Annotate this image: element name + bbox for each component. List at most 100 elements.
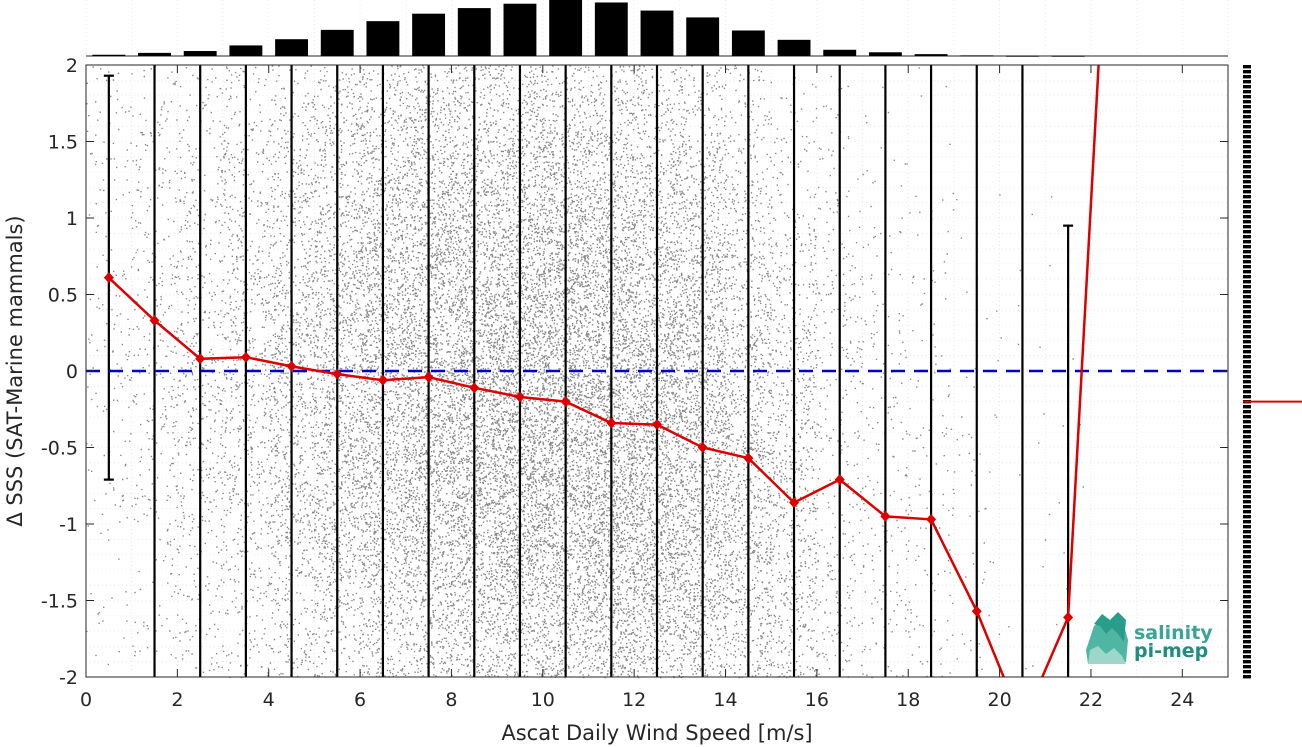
y-axis-label: Δ SSS (SAT-Marine mammals)	[3, 215, 27, 526]
right-hist-bar	[1243, 130, 1251, 134]
right-hist-bar	[1243, 560, 1251, 564]
x-tick-label: 4	[263, 689, 275, 711]
right-hist-bar	[1243, 385, 1251, 389]
right-hist-bar	[1243, 455, 1251, 459]
median-point	[697, 442, 708, 453]
right-hist-bar	[1243, 315, 1251, 319]
right-hist-bar	[1243, 445, 1251, 449]
right-hist-bar	[1243, 280, 1251, 284]
right-hist-bar	[1243, 305, 1251, 309]
right-hist-bar	[1243, 440, 1251, 444]
right-hist-bar	[1243, 275, 1251, 279]
top-hist-bar	[1051, 55, 1085, 57]
y-tick-label: -2	[59, 667, 78, 689]
right-hist-bar	[1243, 665, 1251, 669]
salinity-pi-mep-logo: salinity pi-mep	[1086, 612, 1213, 664]
right-hist-bar	[1243, 610, 1251, 614]
right-hist-bar	[1243, 595, 1251, 599]
right-hist-bar	[1243, 150, 1251, 154]
median-point	[469, 382, 480, 394]
top-hist-bar	[868, 52, 902, 56]
right-hist-bar	[1243, 460, 1251, 464]
right-histogram	[1243, 65, 1302, 679]
right-hist-bar	[1243, 410, 1251, 414]
top-hist-bar	[960, 55, 994, 57]
top-hist-bar	[823, 49, 857, 56]
right-hist-bar	[1243, 285, 1251, 289]
right-hist-bar	[1243, 580, 1251, 584]
right-hist-bar	[1243, 570, 1251, 574]
right-hist-bar	[1243, 565, 1251, 569]
x-tick-label: 18	[896, 689, 920, 711]
x-tick-label: 22	[1079, 689, 1103, 711]
right-hist-bar	[1243, 185, 1251, 189]
right-hist-bar	[1243, 415, 1251, 419]
right-hist-bar	[1243, 585, 1251, 589]
median-point	[971, 605, 982, 617]
right-hist-bar	[1243, 590, 1251, 594]
right-hist-bar	[1243, 195, 1251, 199]
right-hist-bar	[1243, 380, 1251, 384]
right-hist-bar	[1243, 525, 1251, 529]
median-point	[240, 351, 251, 363]
right-hist-bar	[1243, 435, 1251, 439]
right-hist-bar	[1243, 80, 1251, 84]
right-hist-bar	[1243, 650, 1251, 654]
median-point	[423, 371, 434, 383]
right-hist-bar	[1243, 260, 1251, 264]
right-hist-bar	[1243, 190, 1251, 194]
x-tick-label: 8	[445, 689, 457, 711]
right-hist-bar	[1243, 235, 1251, 239]
median-point	[514, 391, 525, 403]
right-hist-bar	[1243, 375, 1251, 379]
right-hist-bar	[1243, 555, 1251, 559]
right-hist-bar	[1243, 530, 1251, 534]
top-hist-bar	[777, 39, 811, 56]
x-tick-label: 0	[80, 689, 92, 711]
top-hist-bar	[229, 45, 263, 56]
median-point	[1063, 611, 1074, 623]
right-hist-bar	[1243, 600, 1251, 604]
right-hist-bar	[1243, 65, 1251, 69]
right-hist-bar	[1243, 505, 1251, 509]
right-hist-bar	[1243, 95, 1251, 99]
right-hist-bar	[1243, 175, 1251, 179]
right-hist-bar	[1243, 75, 1251, 79]
median-point	[743, 452, 754, 464]
right-hist-bar	[1243, 635, 1251, 639]
y-tick-label: 2	[66, 55, 78, 77]
right-hist-bar	[1243, 645, 1251, 649]
right-hist-bar	[1243, 675, 1251, 679]
right-hist-bar	[1243, 145, 1251, 149]
x-axis-label: Ascat Daily Wind Speed [m/s]	[501, 721, 812, 745]
right-hist-bar	[1243, 485, 1251, 489]
right-hist-bar	[1243, 500, 1251, 504]
y-tick-label: -1	[59, 514, 78, 536]
median-point	[880, 510, 891, 522]
right-hist-bar	[1243, 340, 1251, 344]
right-hist-bar	[1243, 480, 1251, 484]
right-hist-bar	[1243, 475, 1251, 479]
right-hist-bar	[1243, 630, 1251, 634]
right-hist-bar	[1243, 100, 1251, 104]
right-hist-bar	[1243, 545, 1251, 549]
top-hist-bar	[138, 52, 171, 56]
median-curve	[103, 65, 1100, 677]
right-hist-bar	[1243, 495, 1251, 499]
right-hist-bar	[1243, 90, 1251, 94]
right-hist-bar	[1243, 470, 1251, 474]
x-tick-label: 10	[531, 689, 555, 711]
right-hist-bar	[1243, 155, 1251, 159]
right-hist-bar	[1243, 350, 1251, 354]
right-hist-bar	[1243, 330, 1251, 334]
top-hist-bar	[594, 2, 628, 57]
y-axis-ticks: 2 1.5 1 0.5 0 -0.5 -1 -1.5 -2	[41, 55, 1228, 689]
right-hist-bar	[1243, 115, 1251, 119]
top-hist-bar	[1005, 55, 1039, 57]
top-hist-bar	[549, 0, 583, 56]
top-hist-bar	[412, 13, 446, 56]
y-tick-label: -0.5	[41, 438, 78, 460]
right-hist-bar	[1243, 135, 1251, 139]
right-hist-bar	[1243, 365, 1251, 369]
right-hist-bar	[1243, 670, 1251, 674]
